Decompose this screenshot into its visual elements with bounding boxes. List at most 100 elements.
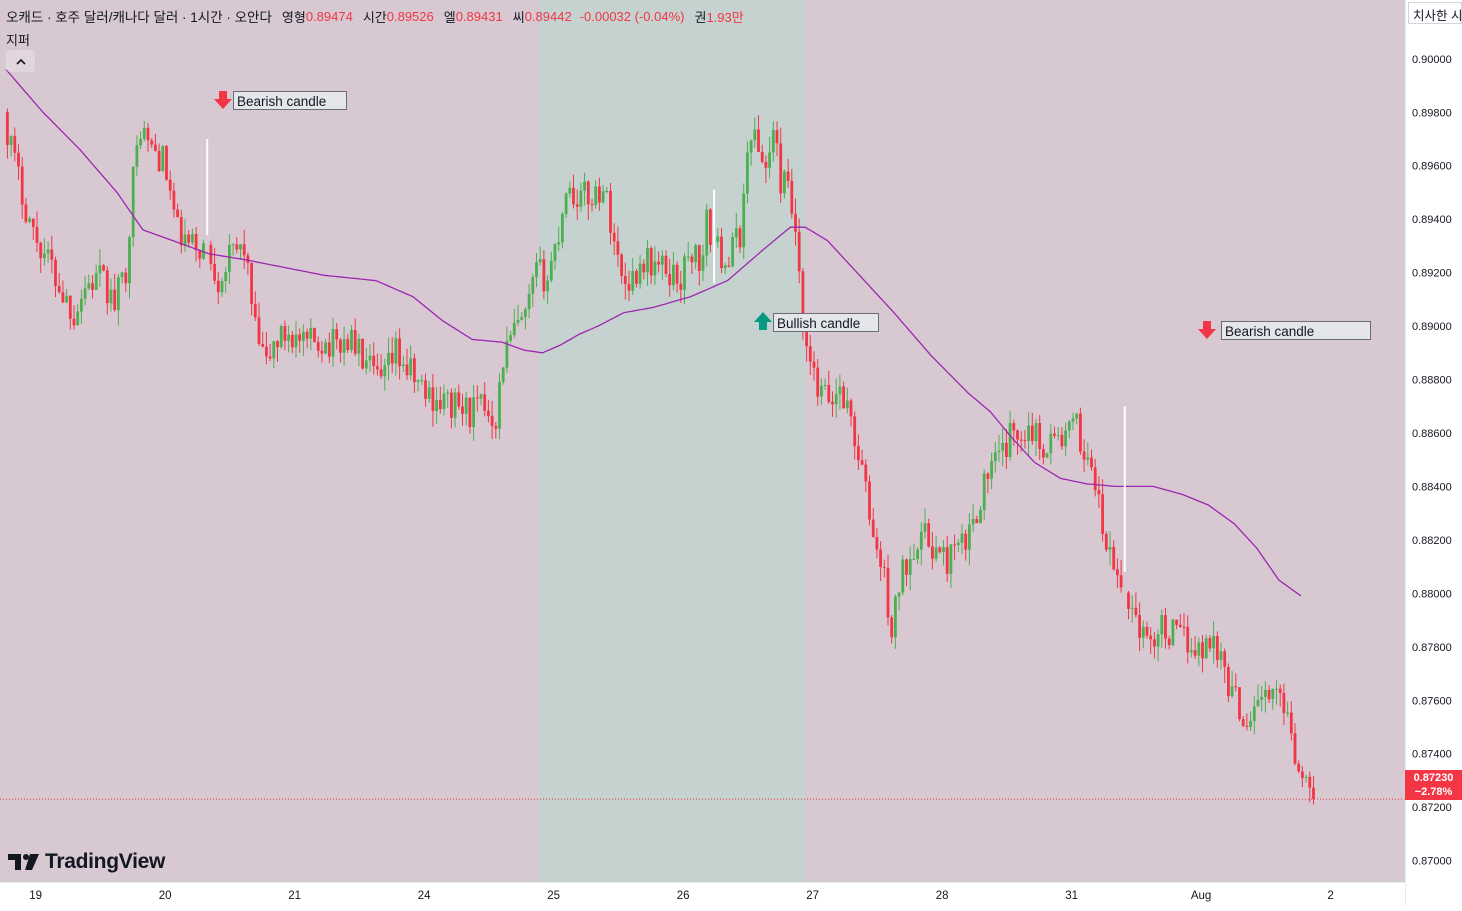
price-tick-label: 0.88600 — [1412, 428, 1452, 440]
annotation-label-bullish[interactable]: Bullish candle — [773, 313, 879, 332]
candle-body — [675, 264, 679, 284]
candle-body — [938, 547, 942, 553]
candle-body — [31, 218, 35, 227]
candle-body — [213, 263, 216, 281]
candle-body — [216, 280, 220, 293]
candle-body — [1042, 448, 1045, 458]
candle-body — [1204, 638, 1208, 659]
candle-body — [842, 386, 845, 409]
candle-body — [956, 542, 960, 546]
candle-body — [690, 256, 694, 263]
candle-body — [786, 171, 790, 181]
candle-body — [794, 213, 797, 232]
candle-body — [801, 271, 805, 328]
price-tick-label: 0.89000 — [1412, 321, 1452, 333]
candle-body — [28, 218, 31, 222]
candle-body — [723, 265, 727, 269]
candle-body — [368, 355, 372, 361]
time-tick-label: 2 — [1327, 890, 1333, 902]
price-axis-ticks: 0.90000 0.89800 0.89600 0.89400 0.89200 0.890… — [1412, 54, 1452, 868]
symbol-title[interactable]: 오캐드 · 호주 달러/캐나다 달러 · 1시간 · 오안다 — [6, 10, 272, 25]
candle-body — [228, 245, 231, 273]
candle-body — [183, 234, 187, 246]
candle-body — [102, 265, 105, 271]
candle-body — [746, 152, 749, 194]
candle-body — [760, 151, 764, 162]
annotation-label-bearish-1[interactable]: Bearish candle — [233, 91, 347, 110]
candle-body — [283, 326, 287, 341]
candle-body — [1249, 721, 1252, 727]
candle-body — [561, 213, 564, 243]
candle-body — [272, 341, 276, 359]
time-axis[interactable] — [0, 882, 1405, 906]
candle-body — [1082, 451, 1086, 460]
candle-body — [168, 179, 172, 191]
candle-body — [487, 410, 490, 416]
candle-body — [146, 127, 150, 141]
candle-body — [128, 237, 131, 284]
candle-body — [931, 546, 934, 559]
candle-body — [6, 112, 9, 145]
candle-body — [161, 146, 165, 172]
candle-body — [993, 452, 997, 462]
candle-body — [986, 473, 990, 479]
candle-body — [820, 385, 823, 397]
candle-body — [179, 217, 183, 246]
candle-body — [653, 261, 657, 276]
price-axis[interactable] — [1405, 0, 1462, 906]
candle-body — [886, 567, 890, 618]
candle-body — [1112, 546, 1116, 570]
candle-body — [287, 334, 290, 341]
candle-body — [109, 289, 113, 304]
annotation-label-bearish-2[interactable]: Bearish candle — [1221, 321, 1371, 340]
candle-body — [583, 181, 586, 191]
candle-body — [768, 152, 771, 168]
price-tick-label: 0.87400 — [1412, 749, 1452, 761]
candle-body — [553, 244, 557, 261]
candle-body — [76, 311, 80, 326]
candle-body — [953, 544, 956, 546]
price-tick-label: 0.90000 — [1412, 54, 1452, 66]
price-tick-label: 0.89400 — [1412, 214, 1452, 226]
candle-body — [749, 140, 753, 153]
candle-body — [257, 317, 261, 344]
arrow-up-icon — [754, 312, 772, 330]
candle-body — [1053, 433, 1056, 436]
candle-body — [231, 244, 235, 246]
candle-body — [372, 355, 376, 367]
candle-body — [1286, 712, 1289, 714]
candle-body — [1297, 763, 1301, 772]
candle-body — [1301, 771, 1304, 778]
price-tick-label: 0.89600 — [1412, 161, 1452, 173]
candle-body — [1093, 467, 1097, 491]
candle-body — [1056, 434, 1060, 436]
time-tick-label: 19 — [29, 890, 42, 902]
candle-body — [827, 384, 831, 402]
candle-body — [1108, 546, 1112, 550]
low-label: 엘 — [443, 9, 456, 25]
tradingview-logo-text: TradingView — [45, 850, 166, 873]
candle-body — [1016, 430, 1019, 440]
candle-body — [638, 263, 642, 284]
candle-body — [601, 191, 605, 203]
candle-body — [853, 416, 857, 447]
tradingview-logo[interactable]: TradingView — [8, 850, 165, 874]
candle-body — [198, 250, 202, 259]
candle-body — [646, 248, 649, 273]
indicators-label[interactable]: 지퍼 — [6, 33, 30, 48]
candle-body — [39, 242, 43, 259]
top-right-button[interactable]: 치사한 시 — [1408, 2, 1462, 24]
candle-body — [542, 259, 546, 292]
candle-body — [890, 617, 894, 638]
candle-body — [701, 255, 705, 271]
candle-body — [139, 138, 142, 146]
candle-body — [1219, 651, 1223, 660]
candle-body — [113, 289, 117, 311]
candle-body — [686, 256, 690, 258]
collapse-legend-button[interactable] — [6, 50, 35, 72]
candle-body — [20, 166, 24, 205]
candle-body — [383, 365, 387, 377]
candle-body — [538, 259, 542, 263]
